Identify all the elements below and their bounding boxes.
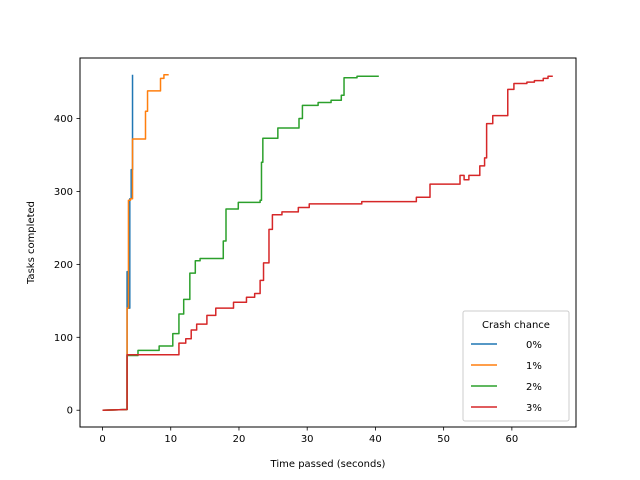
series-line-3 bbox=[102, 75, 553, 411]
x-tick-label: 60 bbox=[506, 434, 519, 445]
legend-items: 0% 1% 2% 3% bbox=[471, 340, 542, 414]
x-tick-label: 30 bbox=[301, 434, 314, 445]
y-axis-label: Tasks completed bbox=[26, 201, 37, 285]
legend-title: Crash chance bbox=[482, 320, 550, 331]
legend: Crash chance 0% 1% 2% 3% bbox=[462, 310, 570, 422]
legend-label: 1% bbox=[526, 361, 542, 372]
legend-frame bbox=[462, 310, 570, 422]
series-line-2 bbox=[102, 75, 379, 411]
series-line-1 bbox=[102, 74, 169, 411]
x-tick-label: 40 bbox=[369, 434, 382, 445]
x-tick-label: 10 bbox=[164, 434, 177, 445]
y-tick-label: 400 bbox=[54, 114, 73, 125]
axes-frame bbox=[79, 57, 577, 428]
x-axis: 0 10 20 30 40 50 60 bbox=[99, 427, 518, 445]
legend-label: 2% bbox=[526, 382, 542, 393]
x-tick-label: 0 bbox=[99, 434, 105, 445]
x-tick-label: 50 bbox=[437, 434, 450, 445]
y-tick-label: 100 bbox=[54, 333, 73, 344]
y-tick-label: 200 bbox=[54, 260, 73, 271]
x-tick-label: 20 bbox=[233, 434, 246, 445]
legend-label: 0% bbox=[526, 340, 542, 351]
y-axis: 0 100 200 300 400 bbox=[54, 114, 80, 417]
legend-label: 3% bbox=[526, 403, 542, 414]
y-tick-label: 300 bbox=[54, 187, 73, 198]
x-axis-label: Time passed (seconds) bbox=[270, 459, 386, 470]
series-layer bbox=[102, 74, 553, 411]
y-tick-label: 0 bbox=[67, 406, 73, 417]
